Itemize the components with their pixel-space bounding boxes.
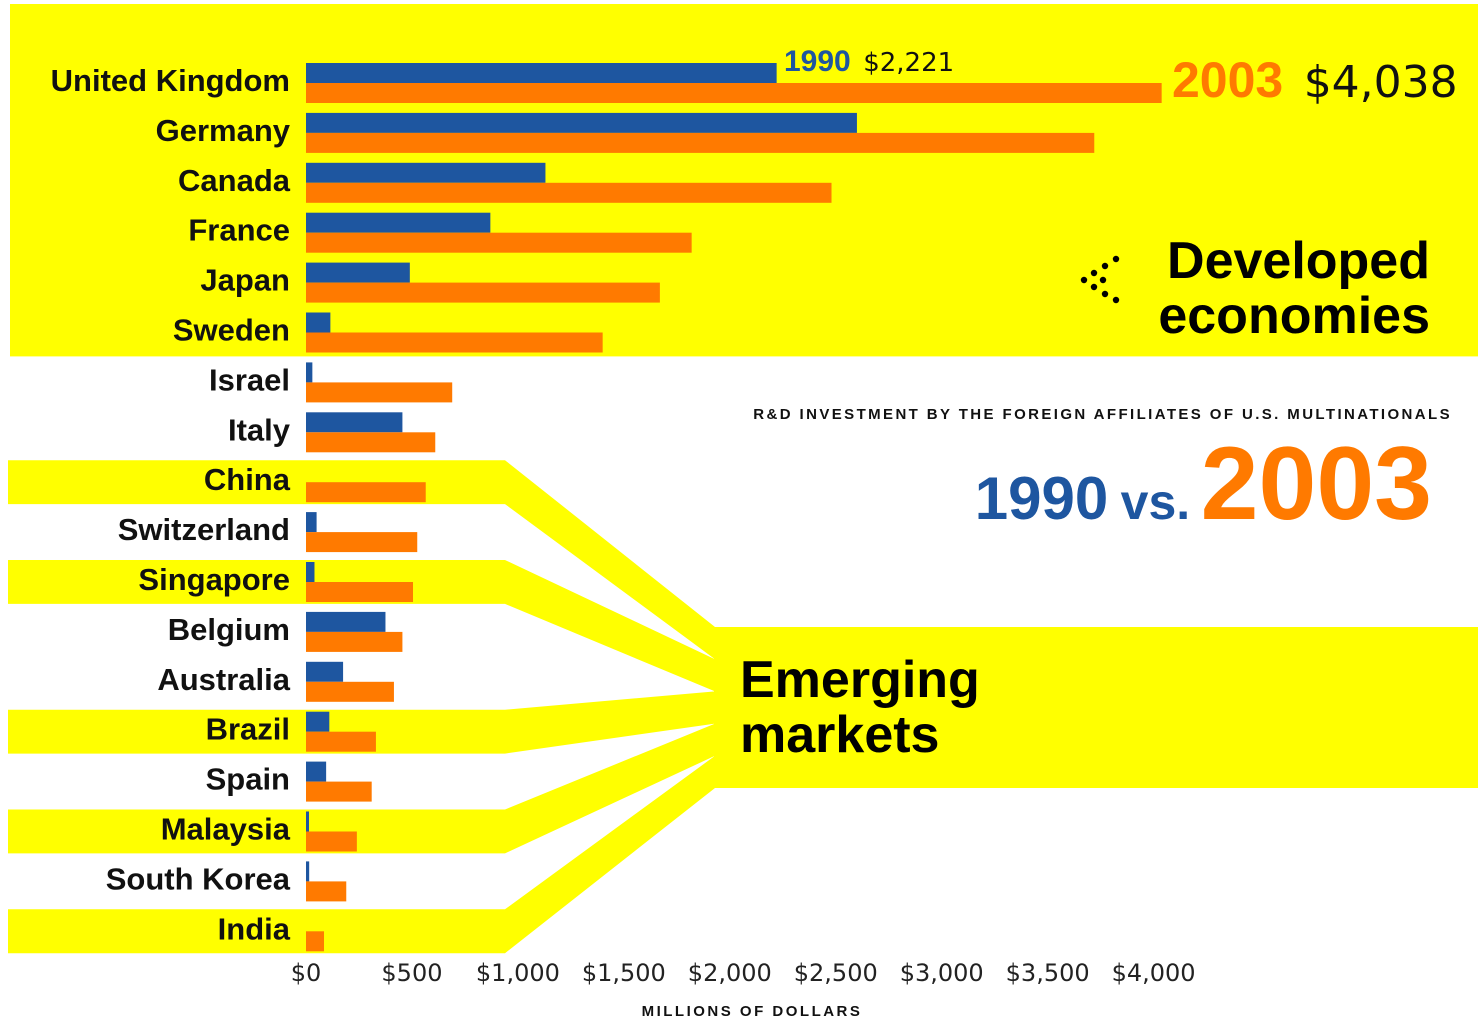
category-label-australia: Australia <box>157 662 290 697</box>
bar-2003-switzerland <box>306 532 418 553</box>
bar-1990-italy <box>306 412 403 433</box>
bar-1990-south-korea <box>306 861 310 882</box>
x-tick-label: $500 <box>381 959 442 987</box>
bar-2003-belgium <box>306 631 403 652</box>
bar-1990-australia <box>306 661 344 682</box>
developed-band <box>10 4 1478 357</box>
category-labels: United Kingdom Germany Canada France Japan Sw… <box>51 63 291 946</box>
bar-2003-india <box>306 931 325 952</box>
category-label-italy: Italy <box>228 412 291 447</box>
bar-1990-spain <box>306 761 327 782</box>
x-tick-label: $3,500 <box>1006 959 1090 987</box>
developed-label-line2: economies <box>1158 287 1430 345</box>
bar-1990-singapore <box>306 562 315 582</box>
category-label-brazil: Brazil <box>206 712 290 747</box>
x-tick-label: $0 <box>291 959 322 987</box>
developed-label-line1: Developed <box>1167 232 1430 290</box>
category-label-japan: Japan <box>200 263 290 298</box>
bar-1990-canada <box>306 162 546 183</box>
bar-2003-france <box>306 232 692 253</box>
annotation-1990-value: $2,221 <box>863 48 954 78</box>
x-tick-label: $2,000 <box>688 959 772 987</box>
bar-1990-malaysia <box>306 811 309 832</box>
category-label-india: India <box>218 911 291 946</box>
category-label-singapore: Singapore <box>138 562 290 597</box>
x-axis-label: MILLIONS OF DOLLARS <box>642 1003 863 1019</box>
x-tick-label: $1,500 <box>582 959 666 987</box>
bar-1990-israel <box>306 362 313 383</box>
bar-2003-israel <box>306 382 453 403</box>
bar-2003-spain <box>306 781 372 802</box>
emerging-band <box>714 627 1478 788</box>
bar-1990-france <box>306 212 491 233</box>
bar-2003-canada <box>306 182 832 203</box>
bar-2003-brazil <box>306 731 376 752</box>
bar-2003-italy <box>306 432 436 453</box>
chart-subtitle: R&D INVESTMENT BY THE FOREIGN AFFILIATES… <box>753 406 1452 423</box>
emerging-strip-singapore <box>8 560 715 692</box>
bar-2003-south-korea <box>306 881 347 902</box>
category-label-belgium: Belgium <box>168 612 290 647</box>
category-label-china: China <box>204 462 291 497</box>
category-label-canada: Canada <box>178 163 291 198</box>
bar-1990-brazil <box>306 711 330 732</box>
category-label-germany: Germany <box>156 113 291 148</box>
bar-1990-sweden <box>306 312 331 333</box>
bar-2003-germany <box>306 132 1095 153</box>
dots-arrow-icon <box>1080 255 1120 304</box>
category-label-sweden: Sweden <box>173 313 290 348</box>
annotation-2003-year: 2003 <box>1172 52 1283 108</box>
emerging-strip-india <box>8 755 715 954</box>
category-label-france: France <box>188 213 290 248</box>
bar-2003-malaysia <box>306 831 357 852</box>
emerging-label-line1: Emerging <box>740 651 980 709</box>
title-year-2003: 2003 <box>1201 426 1432 542</box>
annotation-1990-year: 1990 <box>784 45 851 78</box>
category-label-south-korea: South Korea <box>106 861 291 896</box>
bar-2003-singapore <box>306 582 414 602</box>
bars <box>306 63 1162 952</box>
bar-1990-belgium <box>306 611 386 632</box>
category-label-united-kingdom: United Kingdom <box>51 63 290 98</box>
title-vs: vs. <box>1121 474 1191 530</box>
bar-1990-switzerland <box>306 512 317 533</box>
bar-1990-germany <box>306 112 857 133</box>
annotation-1990: 1990 $2,221 <box>784 45 954 78</box>
bar-1990-japan <box>306 262 410 283</box>
bar-2003-united-kingdom <box>306 83 1162 103</box>
x-tick-label: $1,000 <box>476 959 560 987</box>
bar-2003-japan <box>306 282 660 303</box>
emerging-strip-malaysia <box>8 723 715 854</box>
emerging-label-line2: markets <box>740 706 939 764</box>
emerging-strip-china <box>8 460 715 660</box>
x-axis-ticks: $0 $500 $1,000 $1,500 $2,000 $2,500 $3,000 $3,5… <box>291 959 1196 987</box>
highlight-bands <box>8 4 1478 954</box>
category-label-malaysia: Malaysia <box>161 812 291 847</box>
bar-2003-sweden <box>306 332 603 353</box>
x-tick-label: $4,000 <box>1112 959 1196 987</box>
x-tick-label: $3,000 <box>900 959 984 987</box>
bar-2003-china <box>306 482 426 503</box>
category-label-israel: Israel <box>209 362 290 397</box>
emerging-strip-brazil <box>8 691 715 754</box>
bar-2003-australia <box>306 681 394 702</box>
title-year-1990: 1990 <box>975 465 1108 532</box>
bar-1990-united-kingdom <box>306 63 777 83</box>
x-tick-label: $2,500 <box>794 959 878 987</box>
category-label-spain: Spain <box>206 762 290 797</box>
annotation-2003-value: $4,038 <box>1304 57 1458 108</box>
chart-title: 1990 vs. 2003 <box>975 426 1432 542</box>
annotation-2003: 2003 $4,038 <box>1172 52 1458 108</box>
category-label-switzerland: Switzerland <box>118 512 290 547</box>
